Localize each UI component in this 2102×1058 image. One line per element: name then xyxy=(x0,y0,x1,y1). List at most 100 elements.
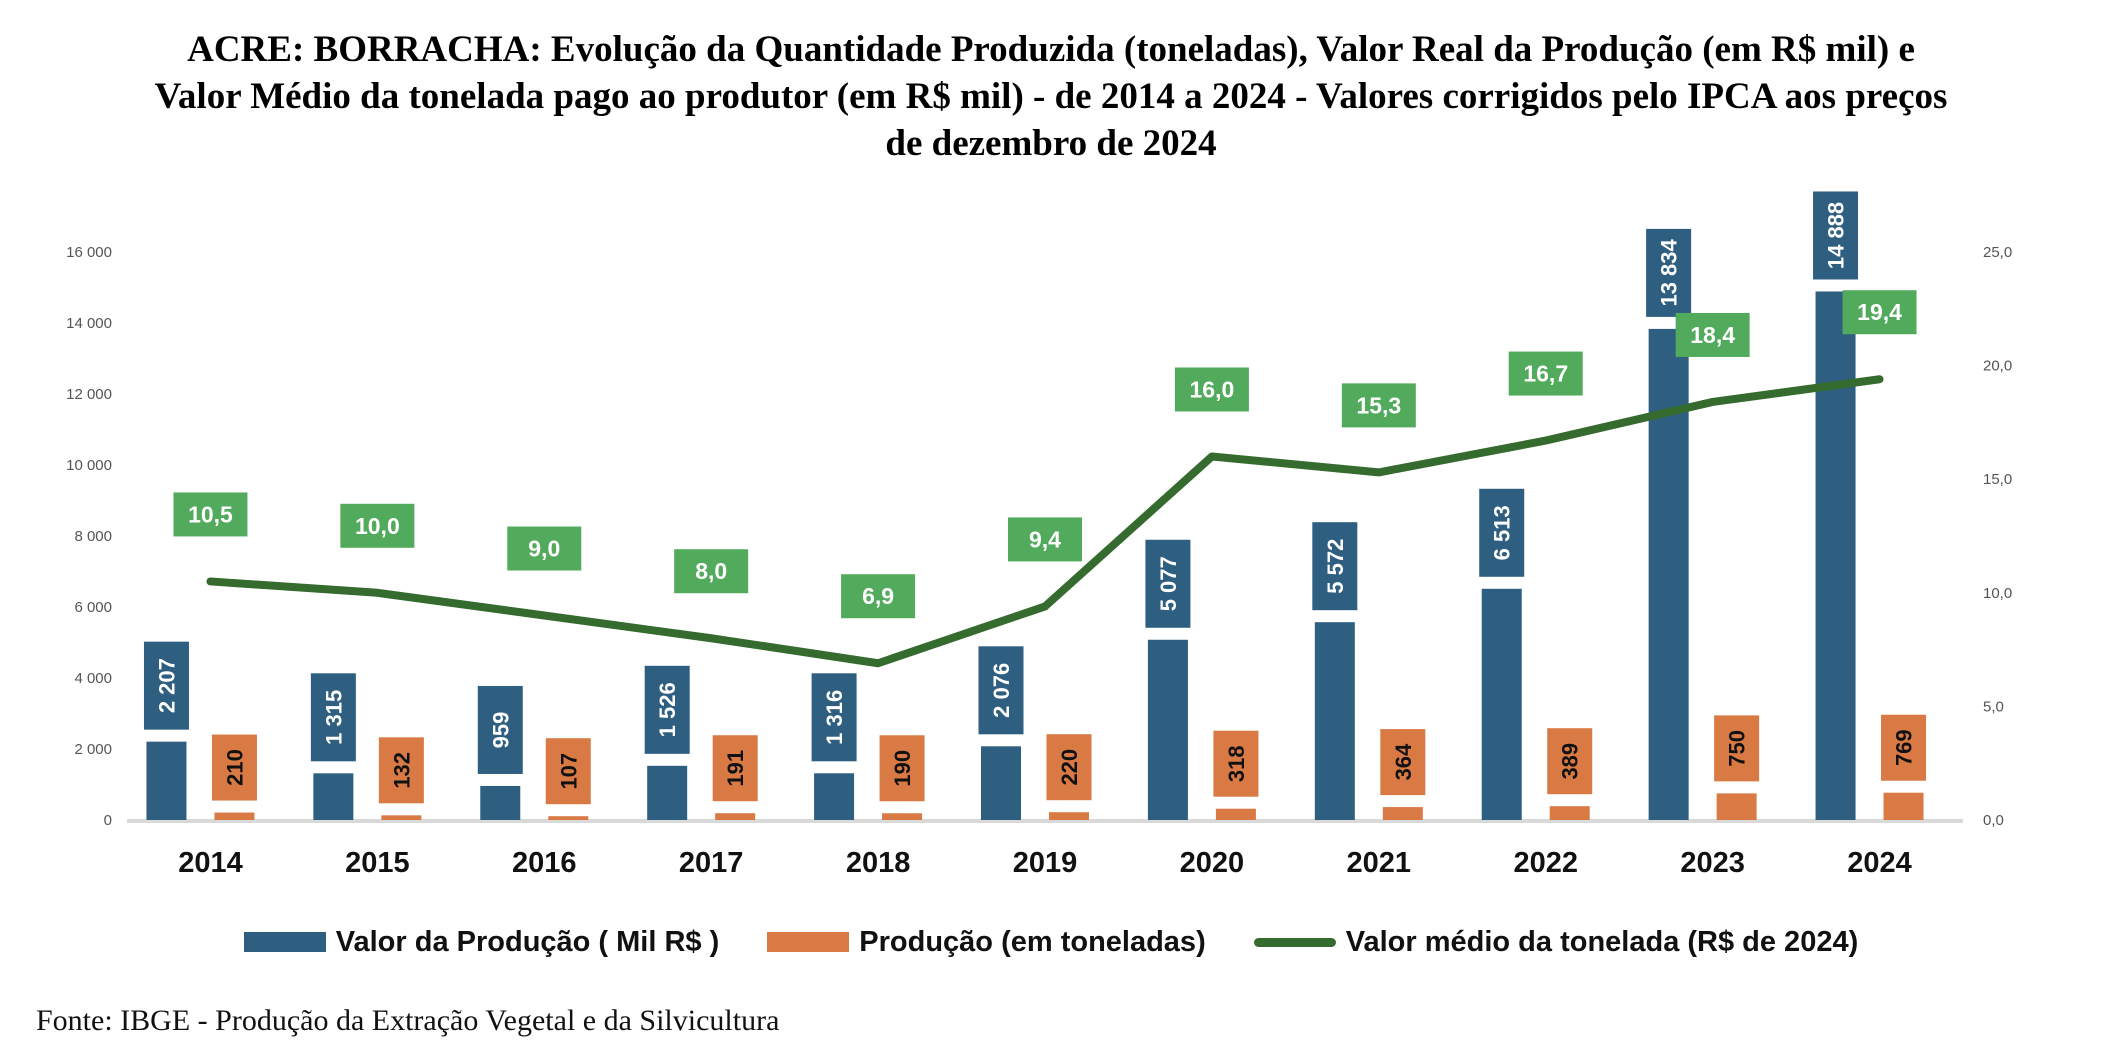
y-right-tick-label: 10,0 xyxy=(1983,585,2012,602)
data-label-box-valor-medio xyxy=(1842,290,1917,335)
data-label-box-producao-toneladas xyxy=(1046,734,1092,801)
data-label-producao-toneladas: 190 xyxy=(890,750,915,787)
legend-item-valor-producao[interactable]: Valor da Produção ( Mil R$ ) xyxy=(243,925,720,959)
data-label-box-producao-toneladas xyxy=(545,738,591,805)
data-label-box-producao-toneladas xyxy=(211,734,257,801)
x-tick-label: 2022 xyxy=(1513,847,1578,879)
data-label-box-producao-toneladas xyxy=(1547,728,1593,795)
data-label-valor-medio: 16,7 xyxy=(1523,361,1568,387)
data-label-producao-toneladas: 318 xyxy=(1224,745,1249,782)
bar-producao-toneladas xyxy=(214,812,255,820)
x-tick-label: 2019 xyxy=(1013,847,1078,879)
bar-producao-toneladas xyxy=(1549,806,1590,820)
legend-item-producao-toneladas[interactable]: Produção (em toneladas) xyxy=(767,925,1206,959)
data-label-valor-medio: 10,0 xyxy=(355,513,400,539)
bar-valor-producao xyxy=(1815,291,1856,820)
data-label-valor-producao: 14 888 xyxy=(1824,202,1849,269)
x-tick-label: 2021 xyxy=(1347,847,1412,879)
line-point-valor-medio xyxy=(1210,455,1213,458)
x-tick-label: 2016 xyxy=(512,847,577,879)
data-label-box-producao-toneladas xyxy=(879,735,925,802)
data-label-producao-toneladas: 220 xyxy=(1057,749,1082,786)
data-label-box-producao-toneladas xyxy=(1380,729,1426,796)
legend-label-producao-toneladas: Produção (em toneladas) xyxy=(859,925,1206,958)
data-label-box-producao-toneladas xyxy=(1213,730,1259,797)
data-label-valor-producao: 1 315 xyxy=(321,690,346,745)
y-left-tick-label: 2 000 xyxy=(74,741,112,758)
data-label-box-valor-producao xyxy=(310,673,356,762)
bar-producao-toneladas xyxy=(715,813,756,820)
data-label-box-valor-producao xyxy=(143,641,189,730)
data-label-valor-medio: 9,4 xyxy=(1029,526,1061,552)
data-label-box-valor-medio xyxy=(1508,351,1583,396)
data-label-box-valor-medio xyxy=(1341,383,1416,428)
data-label-valor-medio: 9,0 xyxy=(528,536,560,562)
line-point-valor-medio xyxy=(209,580,212,583)
chart-title: ACRE: BORRACHA: Evolução da Quantidade P… xyxy=(0,26,2102,167)
data-label-box-valor-producao xyxy=(1813,191,1859,280)
y-left-tick-label: 8 000 xyxy=(74,528,112,545)
data-label-valor-producao: 5 572 xyxy=(1323,539,1348,594)
source-note: Fonte: IBGE - Produção da Extração Veget… xyxy=(36,1004,780,1037)
y-left-tick-label: 0 xyxy=(104,812,112,829)
bar-producao-toneladas xyxy=(548,816,589,820)
bar-valor-producao xyxy=(1314,622,1355,820)
bar-valor-producao xyxy=(814,773,855,820)
data-label-box-producao-toneladas xyxy=(1714,715,1760,782)
y-right-tick-label: 25,0 xyxy=(1983,244,2012,261)
data-label-valor-producao: 5 077 xyxy=(1156,556,1181,611)
x-tick-label: 2014 xyxy=(178,847,243,879)
data-label-box-valor-producao xyxy=(811,673,857,762)
data-label-box-valor-producao xyxy=(978,646,1024,735)
legend-swatch-valor-producao xyxy=(243,932,326,952)
bar-producao-toneladas xyxy=(1382,807,1423,820)
x-tick-label: 2023 xyxy=(1680,847,1745,879)
legend: Valor da Produção ( Mil R$ ) Produção (e… xyxy=(0,920,2102,964)
data-label-producao-toneladas: 750 xyxy=(1725,730,1750,767)
legend-swatch-producao-toneladas xyxy=(767,932,850,952)
data-label-box-valor-producao xyxy=(644,665,690,754)
bar-valor-producao xyxy=(146,741,187,820)
data-label-producao-toneladas: 769 xyxy=(1892,729,1917,766)
y-right-tick-label: 0,0 xyxy=(1983,812,2004,829)
data-label-box-valor-producao xyxy=(1145,539,1191,628)
x-tick-label: 2015 xyxy=(345,847,410,879)
legend-item-valor-medio[interactable]: Valor médio da tonelada (R$ de 2024) xyxy=(1253,926,1858,959)
line-point-valor-medio xyxy=(376,591,379,594)
title-line-1: ACRE: BORRACHA: Evolução da Quantidade P… xyxy=(187,29,1915,70)
y-right-tick-label: 15,0 xyxy=(1983,471,2012,488)
data-label-valor-medio: 10,5 xyxy=(188,501,233,527)
data-label-box-valor-medio xyxy=(340,503,415,548)
legend-label-valor-producao: Valor da Produção ( Mil R$ ) xyxy=(335,925,720,958)
line-point-valor-medio xyxy=(543,614,546,617)
data-label-producao-toneladas: 132 xyxy=(389,752,414,789)
data-label-box-valor-medio xyxy=(674,549,749,594)
data-label-producao-toneladas: 389 xyxy=(1558,743,1583,780)
data-label-box-valor-medio xyxy=(1008,517,1082,562)
data-label-valor-medio: 16,0 xyxy=(1190,376,1235,402)
data-label-producao-toneladas: 210 xyxy=(222,749,247,786)
legend-swatch-valor-medio xyxy=(1253,937,1336,947)
y-left-tick-label: 6 000 xyxy=(74,599,112,616)
line-point-valor-medio xyxy=(1878,378,1881,381)
data-label-valor-medio: 15,3 xyxy=(1356,392,1401,418)
data-label-valor-producao: 1 526 xyxy=(655,682,680,737)
line-point-valor-medio xyxy=(1044,605,1046,608)
data-label-valor-medio: 18,4 xyxy=(1690,322,1735,348)
bar-valor-producao xyxy=(1481,588,1522,820)
bar-valor-producao xyxy=(313,773,354,820)
bar-producao-toneladas xyxy=(1716,793,1757,820)
line-point-valor-medio xyxy=(710,637,713,640)
bar-producao-toneladas xyxy=(1883,792,1924,820)
data-label-valor-medio: 6,9 xyxy=(862,583,894,609)
line-point-valor-medio xyxy=(1544,439,1547,442)
bar-valor-producao xyxy=(1648,328,1689,820)
data-label-box-valor-producao xyxy=(1479,488,1525,577)
x-tick-label: 2020 xyxy=(1180,847,1245,879)
y-left-tick-label: 14 000 xyxy=(66,315,112,332)
data-label-valor-producao: 2 076 xyxy=(989,663,1014,718)
data-label-producao-toneladas: 107 xyxy=(556,753,581,790)
bar-valor-producao xyxy=(1147,639,1188,820)
data-label-valor-producao: 959 xyxy=(488,712,513,749)
